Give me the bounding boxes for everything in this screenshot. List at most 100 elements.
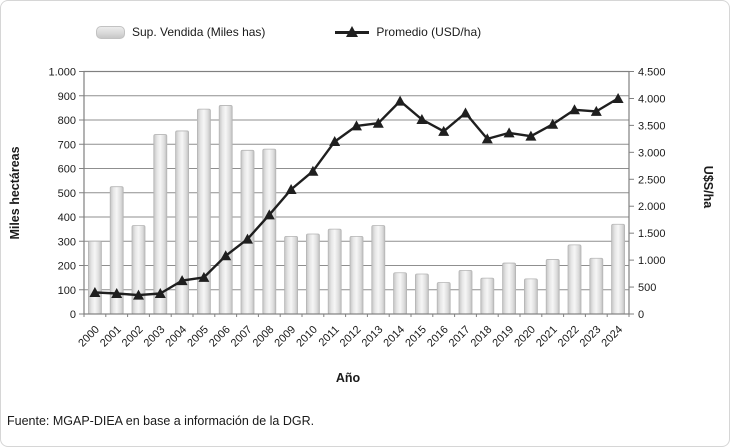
bar-2000 [88, 240, 102, 315]
line-marker-2017 [460, 107, 471, 118]
legend-label-promedio: Promedio (USD/ha) [376, 25, 482, 39]
bar-2017 [458, 269, 473, 315]
left-axis-tick-label: 800 [58, 115, 76, 127]
left-axis-tick-label: 200 [58, 261, 76, 273]
bar-2003 [153, 134, 168, 315]
x-axis-tick-label: 2015 [403, 324, 429, 350]
bar-2021 [545, 259, 560, 315]
bar-2009 [284, 235, 299, 315]
left-axis-tick-label: 500 [58, 188, 76, 200]
right-axis-tick-label: 3.000 [638, 147, 666, 159]
x-axis-tick-label: 2019 [490, 324, 516, 350]
line-marker-2021 [547, 118, 559, 129]
x-axis-tick-label: 2002 [120, 324, 146, 350]
bar-2012 [349, 235, 364, 315]
line-marker-2012 [351, 120, 362, 131]
bar-2018 [480, 277, 495, 315]
x-axis-tick-label: 2012 [338, 324, 364, 350]
x-axis-tick-label: 2018 [469, 324, 495, 350]
bar-swatch-icon [96, 25, 125, 39]
right-axis-tick-label: 4.000 [638, 93, 666, 105]
bar-2006 [218, 105, 233, 315]
left-axis-tick-label: 300 [58, 236, 76, 248]
x-axis-tick-label: 2014 [381, 324, 407, 350]
chart-canvas: 0 100 200 300 400 500 600 700 800 900 1.000 0 500 1.0… [8, 67, 715, 386]
line-marker-2018 [481, 133, 493, 144]
bar-2022 [567, 244, 582, 315]
x-axis-tick-label: 2013 [360, 324, 386, 350]
source-note: Fuente: MGAP-DIEA en base a información … [7, 414, 315, 428]
line-marker-2013 [372, 117, 384, 128]
line-marker-2015 [416, 113, 428, 124]
line-marker-2003 [154, 288, 166, 299]
right-axis-tick-label: 4.500 [638, 67, 666, 79]
right-axis-tick-label: 3.500 [638, 120, 666, 132]
line-marker-2024 [612, 92, 624, 103]
x-axis-tick-label: 2020 [512, 324, 538, 350]
x-axis-title: Año [336, 371, 361, 385]
right-axis-tick-label: 1.000 [638, 255, 666, 267]
right-axis-tick-label: 500 [638, 282, 656, 294]
bar-2014 [393, 272, 408, 315]
x-axis-tick-label: 2010 [294, 324, 320, 350]
right-axis-tick-label: 2.000 [638, 201, 666, 213]
x-axis-tick-label: 2011 [317, 324, 342, 349]
bar-2020 [524, 278, 538, 315]
left-axis-title: Miles hectáreas [8, 146, 22, 239]
bar-2024 [611, 223, 625, 315]
left-axis-tick-label: 100 [58, 285, 76, 297]
legend-item-sup-vendida: Sup. Vendida (Miles has) [96, 25, 265, 39]
left-axis-tick-label: 0 [70, 309, 76, 321]
line-marker-2011 [329, 136, 341, 147]
line-marker-2020 [525, 130, 537, 141]
chart-legend: Sup. Vendida (Miles has) Promedio (USD/h… [96, 25, 481, 39]
x-axis-tick-label: 2000 [76, 324, 102, 350]
left-axis-tick-label: 1.000 [48, 67, 76, 79]
bar-2010 [305, 233, 320, 315]
line-marker-swatch-icon [335, 26, 370, 38]
line-marker-2004 [176, 275, 188, 286]
x-axis-tick-label: 2016 [425, 324, 451, 350]
line-marker-2014 [394, 95, 406, 106]
right-axis-tick-label: 2.500 [638, 174, 666, 186]
bar-2016 [436, 282, 451, 315]
line-marker-2022 [569, 104, 580, 115]
x-axis-tick-label: 2007 [229, 324, 255, 350]
legend-label-sup-vendida: Sup. Vendida (Miles has) [132, 25, 266, 39]
line-marker-2000 [89, 286, 101, 297]
legend-item-promedio: Promedio (USD/ha) [335, 25, 481, 39]
line-marker-2010 [307, 165, 319, 176]
x-axis-tick-label: 2022 [556, 324, 582, 350]
x-axis-tick-label: 2004 [163, 324, 189, 350]
line-marker-2005 [198, 271, 210, 282]
line-marker-2009 [285, 184, 297, 195]
bar-2015 [414, 273, 429, 315]
x-axis-tick-label: 2023 [578, 324, 604, 350]
bar-2007 [240, 149, 255, 315]
left-axis-tick-label: 400 [58, 212, 76, 224]
line-marker-2006 [220, 250, 232, 261]
x-axis-tick-label: 2005 [185, 324, 211, 350]
line-marker-2023 [590, 105, 602, 116]
bar-2023 [589, 257, 604, 315]
bar-2002 [131, 225, 146, 315]
x-axis-tick-label: 2024 [599, 324, 625, 350]
x-axis-tick-label: 2017 [447, 324, 473, 350]
line-marker-2007 [242, 233, 253, 244]
left-axis-tick-label: 600 [58, 164, 76, 176]
right-axis-title: U$S/ha [701, 166, 715, 209]
bar-2008 [262, 148, 277, 315]
bar-2004 [175, 130, 190, 315]
line-marker-2016 [438, 125, 450, 136]
x-axis-tick-label: 2021 [534, 324, 560, 350]
bar-2011 [327, 228, 342, 315]
line-marker-2008 [263, 209, 275, 220]
x-axis-tick-label: 2008 [251, 324, 277, 350]
x-axis-tick-label: 2001 [98, 324, 124, 350]
x-axis-tick-label: 2009 [272, 324, 298, 350]
line-marker-2019 [503, 127, 515, 138]
bar-2005 [196, 108, 211, 315]
line-marker-2002 [133, 289, 144, 300]
bar-2019 [502, 262, 517, 315]
